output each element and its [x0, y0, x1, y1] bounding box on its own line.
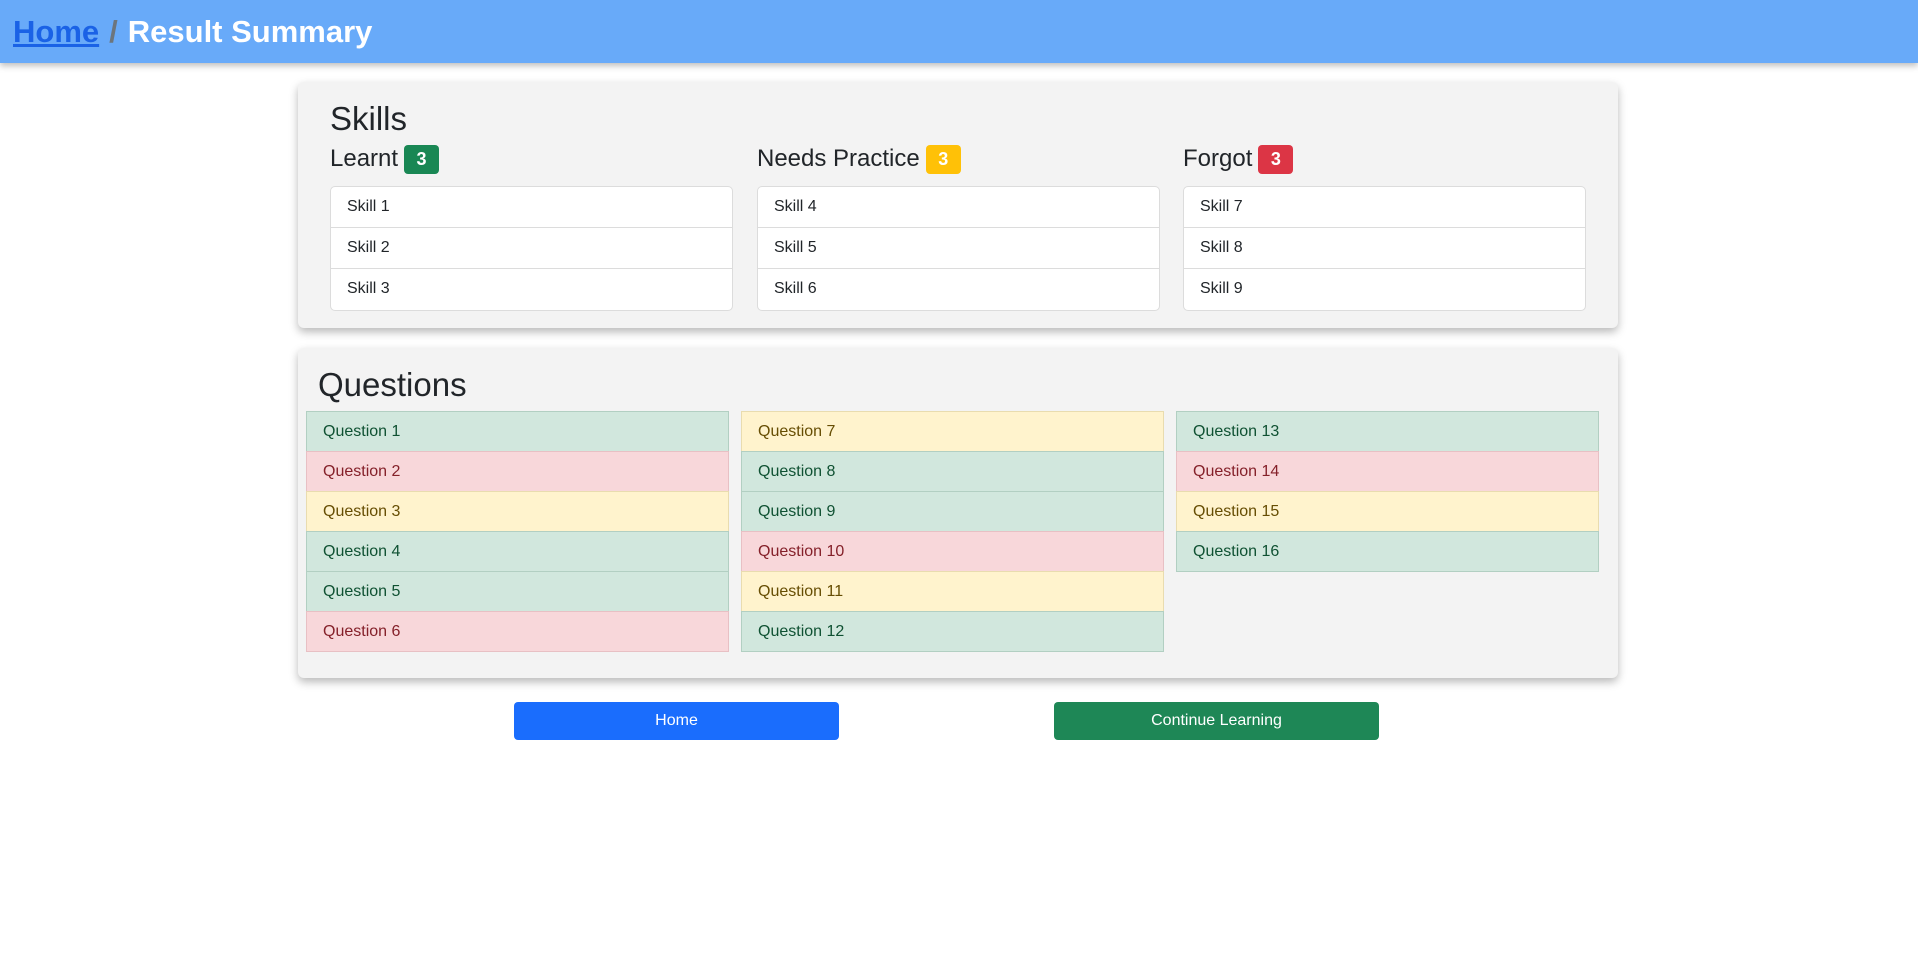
forgot-heading: Forgot — [1183, 145, 1253, 172]
skills-column-learnt: Learnt 3 Skill 1 Skill 2 Skill 3 — [330, 144, 733, 311]
question-item[interactable]: Question 1 — [306, 411, 729, 452]
skill-item: Skill 9 — [1200, 280, 1243, 297]
question-item[interactable]: Question 3 — [306, 491, 729, 532]
question-item[interactable]: Question 5 — [306, 571, 729, 612]
question-item[interactable]: Question 10 — [741, 531, 1164, 572]
questions-column-2: Question 7 Question 8 Question 9 Questio… — [741, 411, 1164, 652]
skill-item: Skill 3 — [347, 280, 390, 297]
needs-practice-skill-list: Skill 4 Skill 5 Skill 6 — [757, 186, 1160, 311]
question-item[interactable]: Question 7 — [741, 411, 1164, 452]
breadcrumb: Home / Result Summary — [13, 16, 372, 47]
skill-item: Skill 5 — [758, 228, 1159, 269]
question-item[interactable]: Question 15 — [1176, 491, 1599, 532]
needs-practice-heading: Needs Practice — [757, 145, 920, 172]
page-title: Result Summary — [127, 14, 373, 49]
home-button[interactable]: Home — [514, 702, 839, 740]
question-item[interactable]: Question 9 — [741, 491, 1164, 532]
questions-heading: Questions — [318, 366, 467, 403]
forgot-count-badge: 3 — [1258, 144, 1294, 174]
questions-column-1: Question 1 Question 2 Question 3 Questio… — [306, 411, 729, 652]
breadcrumb-home-link[interactable]: Home — [13, 14, 100, 49]
question-item[interactable]: Question 11 — [741, 571, 1164, 612]
skill-item: Skill 6 — [774, 280, 817, 297]
question-item[interactable]: Question 6 — [306, 611, 729, 652]
skill-item: Skill 4 — [758, 187, 1159, 228]
skills-column-needs-practice: Needs Practice 3 Skill 4 Skill 5 Skill 6 — [757, 144, 1160, 311]
needs-practice-count-badge: 3 — [925, 144, 961, 174]
skills-heading: Skills — [330, 100, 408, 137]
continue-learning-button[interactable]: Continue Learning — [1054, 702, 1379, 740]
questions-column-3: Question 13 Question 14 Question 15 Ques… — [1176, 411, 1599, 572]
skill-item: Skill 2 — [331, 228, 732, 269]
learnt-count-badge: 3 — [404, 144, 440, 174]
question-item[interactable]: Question 12 — [741, 611, 1164, 652]
question-item[interactable]: Question 8 — [741, 451, 1164, 492]
skill-item: Skill 8 — [1184, 228, 1585, 269]
skill-item: Skill 1 — [331, 187, 732, 228]
forgot-skill-list: Skill 7 Skill 8 Skill 9 — [1183, 186, 1586, 311]
question-item[interactable]: Question 13 — [1176, 411, 1599, 452]
learnt-heading: Learnt — [330, 145, 399, 172]
questions-card: Questions Question 1 Question 2 Question… — [298, 348, 1618, 678]
learnt-skill-list: Skill 1 Skill 2 Skill 3 — [330, 186, 733, 311]
question-item[interactable]: Question 14 — [1176, 451, 1599, 492]
question-item[interactable]: Question 2 — [306, 451, 729, 492]
breadcrumb-separator: / — [109, 14, 118, 49]
skills-column-forgot: Forgot 3 Skill 7 Skill 8 Skill 9 — [1183, 144, 1586, 311]
question-item[interactable]: Question 4 — [306, 531, 729, 572]
skill-item: Skill 7 — [1184, 187, 1585, 228]
skills-card: Skills Learnt 3 Skill 1 Skill 2 Skill 3 … — [298, 82, 1618, 328]
question-item[interactable]: Question 16 — [1176, 531, 1599, 572]
top-navbar: Home / Result Summary — [0, 0, 1918, 63]
